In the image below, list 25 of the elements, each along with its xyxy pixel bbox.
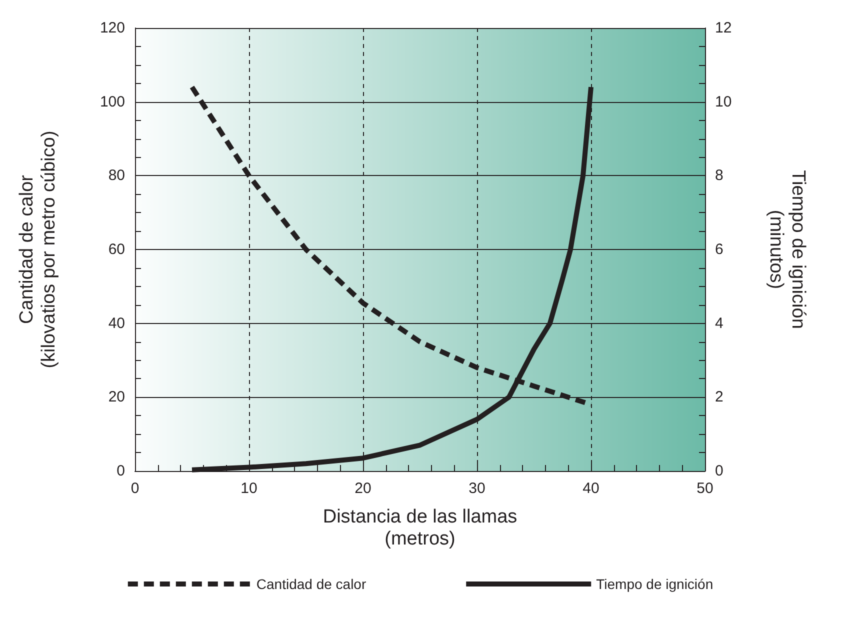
- y-tick-label: 0: [116, 462, 125, 480]
- x-tick-label: 20: [354, 480, 372, 497]
- y-axis-title: Cantidad de calor (kilovatios por metro cúbico): [16, 130, 60, 368]
- y2-tick-label: 2: [715, 388, 724, 406]
- y2-tick-label: 6: [715, 241, 724, 258]
- x-tick-label: 10: [240, 480, 258, 497]
- y2-tick-label: 8: [715, 167, 724, 184]
- y2-tick-label: 4: [715, 314, 724, 332]
- y-tick-label: 80: [108, 167, 125, 184]
- x-tick-label: 0: [130, 480, 140, 497]
- y2-tick-label: 12: [715, 20, 732, 36]
- y-tick-label: 40: [108, 314, 125, 332]
- legend-label: Cantidad de calor: [256, 576, 366, 592]
- legend-label: Tiempo de ignición: [596, 576, 714, 592]
- x-axis-title: Distancia de las llamas (metros): [322, 506, 518, 550]
- y2-tick-label: 10: [715, 93, 732, 110]
- y-tick-label: 20: [108, 388, 125, 406]
- x-tick-label: 30: [468, 480, 486, 497]
- y2-tick-label: 0: [715, 462, 724, 480]
- y-tick-label: 60: [108, 241, 125, 258]
- x-tick-label: 40: [582, 480, 600, 497]
- y-tick-label: 120: [100, 20, 125, 36]
- y-tick-label: 100: [100, 93, 125, 110]
- y2-axis-title: Tiempo de ignición (minutos): [766, 170, 808, 329]
- x-tick-label: 50: [696, 480, 714, 497]
